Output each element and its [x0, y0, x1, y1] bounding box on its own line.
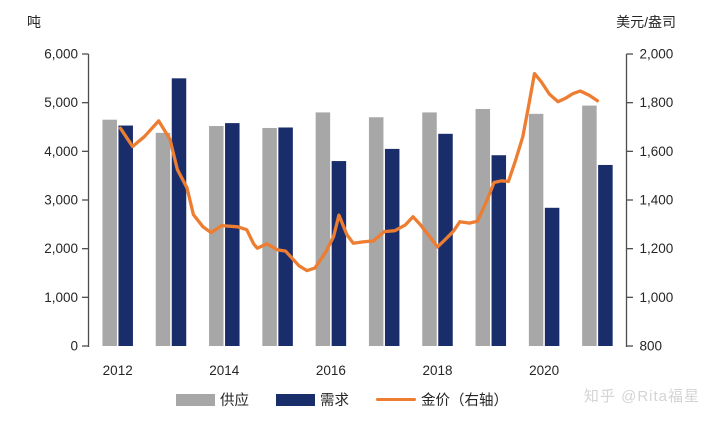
- supply-bar: [422, 112, 437, 347]
- x-axis-year-label: 2014: [209, 363, 240, 378]
- supply-bar: [102, 119, 117, 346]
- demand-bar: [278, 127, 293, 346]
- supply-bar: [528, 113, 544, 346]
- demand-bar: [331, 161, 347, 346]
- left-axis-tick-label: 6,000: [44, 47, 78, 62]
- x-axis-year-label: 2020: [529, 363, 559, 378]
- right-axis-tick-label: 1,800: [640, 95, 674, 110]
- supply-bar: [315, 112, 331, 347]
- right-axis-tick-label: 1,600: [640, 144, 674, 159]
- supply-bar: [209, 126, 224, 346]
- supply-bar: [155, 132, 171, 346]
- left-axis-tick-label: 0: [70, 339, 78, 354]
- supply-bar: [262, 127, 277, 347]
- legend-item-supply: 供应: [176, 389, 249, 410]
- legend-label-supply: 供应: [220, 393, 249, 409]
- left-axis-tick-label: 4,000: [44, 144, 78, 159]
- left-axis-title: 吨: [27, 14, 41, 30]
- demand-bar: [384, 148, 400, 346]
- right-axis-tick-label: 1,400: [640, 193, 674, 208]
- legend-item-demand: 需求: [276, 389, 349, 410]
- x-axis-year-label: 2016: [316, 363, 346, 378]
- demand-bar: [118, 125, 133, 346]
- right-axis-tick-label: 800: [640, 339, 663, 354]
- demand-swatch: [276, 393, 315, 406]
- x-axis-year-label: 2012: [103, 363, 133, 378]
- demand-bar: [544, 207, 560, 346]
- supply-bar: [582, 105, 597, 346]
- demand-bar: [491, 155, 507, 346]
- right-axis-tick-label: 2,000: [640, 47, 674, 62]
- legend-label-demand: 需求: [320, 393, 349, 409]
- x-axis-year-label: 2018: [422, 363, 452, 378]
- left-axis-tick-label: 3,000: [44, 193, 78, 208]
- gold-price-line: [118, 71, 600, 273]
- supply-swatch: [176, 393, 215, 406]
- legend-label-goldprice: 金价（右轴）: [421, 393, 508, 409]
- demand-bar: [171, 78, 187, 346]
- demand-bar: [598, 164, 613, 346]
- legend: 供应 需求 金价（右轴）: [176, 389, 508, 410]
- left-axis-tick-label: 5,000: [44, 95, 78, 110]
- supply-bar: [475, 108, 491, 346]
- right-axis-tick-label: 1,000: [640, 290, 674, 305]
- right-axis-title: 美元/盎司: [616, 14, 676, 30]
- demand-bar: [225, 123, 240, 347]
- watermark: 知乎 @Rita福星: [583, 388, 700, 405]
- supply-bar: [368, 117, 384, 347]
- legend-item-goldprice: 金价（右轴）: [376, 389, 508, 410]
- right-axis-tick-label: 1,200: [640, 241, 674, 256]
- gold-price-line-swatch: [376, 397, 416, 402]
- left-axis-tick-label: 1,000: [44, 290, 78, 305]
- left-axis-tick-label: 2,000: [44, 241, 78, 256]
